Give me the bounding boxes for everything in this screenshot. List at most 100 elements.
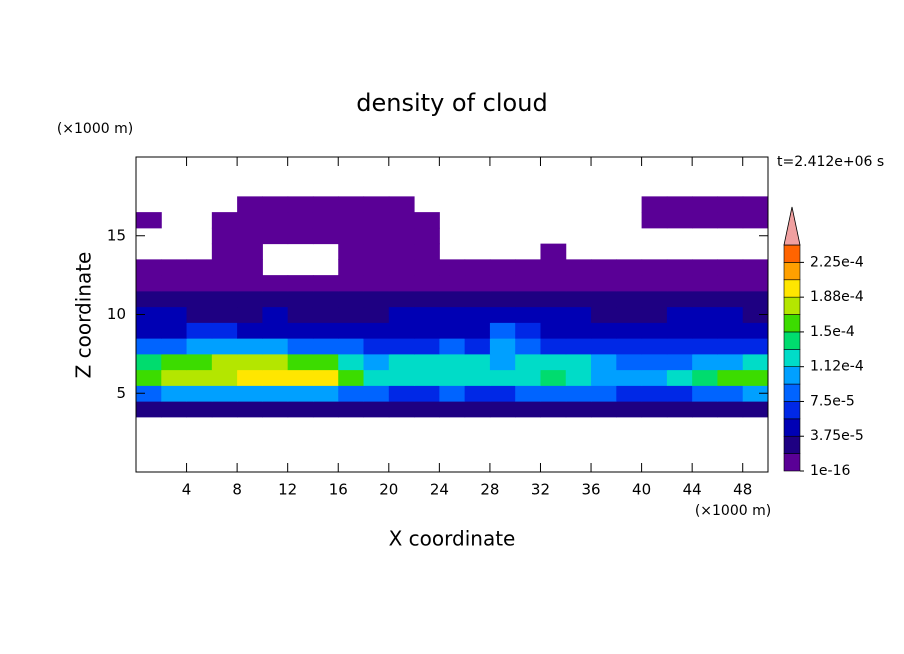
cell [388,401,415,418]
cell [742,322,768,339]
cell [211,290,238,308]
cell [515,401,541,418]
cell [338,338,365,355]
cell [489,401,516,418]
cell [262,290,289,308]
cell [641,401,668,418]
cell [186,290,213,308]
cell [388,385,415,402]
cell [363,259,390,276]
cell [540,243,567,260]
colorbar-band [783,453,801,472]
cell [414,385,440,402]
cell [363,306,390,323]
cell [262,275,289,292]
cell [312,306,339,323]
cell [616,353,643,371]
cell [237,212,263,229]
cell [262,338,289,355]
cell [388,369,415,386]
time-label: t=2.412e+06 s [777,154,884,170]
cell [565,306,592,323]
cell [161,401,188,418]
cell [464,259,491,276]
cell [565,322,592,339]
cell [136,385,162,402]
cell [186,353,213,371]
cell [287,212,314,229]
cell [515,259,541,276]
cell [616,275,643,292]
cell [338,353,365,371]
cell [161,385,188,402]
y-tick-label: 5 [116,384,126,402]
x-tick-label: 40 [632,481,651,499]
colorbar-band [783,366,801,385]
cell [439,369,466,386]
cell [692,259,718,276]
cell [136,369,162,386]
cell [186,322,213,339]
cell [287,275,314,292]
cell [591,259,617,276]
colorbar-extend [783,206,801,246]
cell [312,227,339,245]
cell [262,385,289,402]
cell [489,275,516,292]
cell [388,212,415,229]
cell [338,243,365,260]
cell [717,212,744,229]
cell [439,290,466,308]
cell [237,243,263,260]
field [136,196,768,418]
colorbar-label: 1.5e-4 [810,324,855,340]
colorbar-label: 2.25e-4 [810,254,864,270]
cell [237,259,263,276]
x-tick-label: 28 [480,481,499,499]
cell [717,322,744,339]
cell [666,306,693,323]
cell [666,322,693,339]
cell [439,353,466,371]
cell [161,322,188,339]
cell [211,212,238,229]
cell [666,401,693,418]
colorbar-band [783,435,801,454]
cell [742,196,768,213]
cell [540,290,567,308]
cell [211,369,238,386]
cell [414,212,440,229]
cell [515,322,541,339]
cell [363,385,390,402]
cell [565,290,592,308]
cell [338,290,365,308]
y-unit: (×1000 m) [57,121,133,137]
cell [211,259,238,276]
cell [211,385,238,402]
cell [237,196,263,213]
cell [565,275,592,292]
cell [338,385,365,402]
cell [717,385,744,402]
cell [591,322,617,339]
cell [363,212,390,229]
cell [515,353,541,371]
cell [262,196,289,213]
cell [742,306,768,323]
cell [666,353,693,371]
cell [742,369,768,386]
x-tick-label: 12 [278,481,297,499]
cell [641,259,668,276]
cell [464,275,491,292]
cell [641,338,668,355]
cell [136,290,162,308]
x-axis-title: X coordinate [389,527,516,551]
cell [591,353,617,371]
cell [363,369,390,386]
cell [312,338,339,355]
cell [262,401,289,418]
colorbar-band [783,244,801,263]
cell [515,275,541,292]
cell [338,401,365,418]
cell [742,212,768,229]
